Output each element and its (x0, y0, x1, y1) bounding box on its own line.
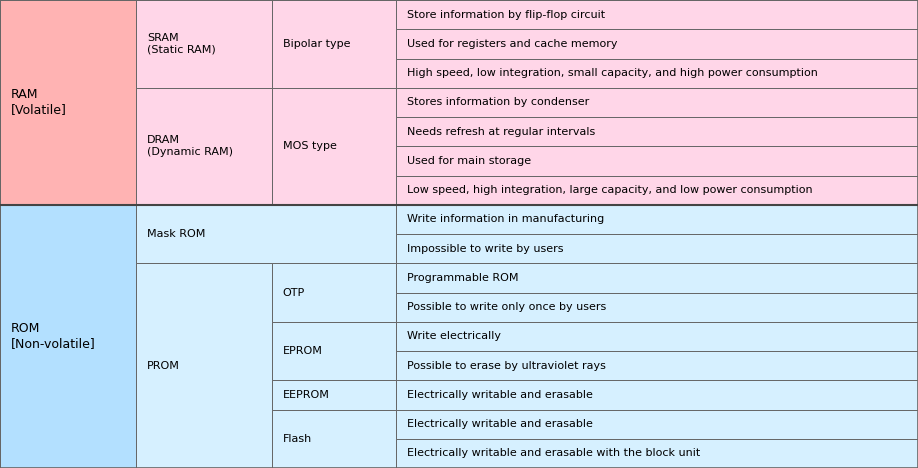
Bar (0, 205, 136, 468)
Bar (396, 351, 918, 380)
Text: Programmable ROM: Programmable ROM (407, 273, 518, 283)
Bar (396, 88, 918, 117)
Bar (272, 263, 396, 322)
Text: Low speed, high integration, large capacity, and low power consumption: Low speed, high integration, large capac… (407, 185, 812, 195)
Text: High speed, low integration, small capacity, and high power consumption: High speed, low integration, small capac… (407, 68, 818, 78)
Text: Flash: Flash (283, 434, 312, 444)
Bar (136, 205, 396, 263)
Bar (396, 380, 918, 410)
Text: OTP: OTP (283, 287, 305, 298)
Bar (396, 29, 918, 58)
Bar (272, 380, 396, 410)
Bar (396, 410, 918, 439)
Bar (396, 439, 918, 468)
Bar (396, 292, 918, 322)
Text: Write electrically: Write electrically (407, 331, 500, 341)
Bar (396, 322, 918, 351)
Text: RAM
[Volatile]: RAM [Volatile] (11, 88, 67, 117)
Text: Possible to write only once by users: Possible to write only once by users (407, 302, 606, 312)
Bar (272, 410, 396, 468)
Bar (136, 0, 272, 88)
Text: Bipolar type: Bipolar type (283, 39, 351, 49)
Text: EPROM: EPROM (283, 346, 322, 356)
Text: Impossible to write by users: Impossible to write by users (407, 244, 563, 254)
Bar (396, 0, 918, 29)
Text: Electrically writable and erasable with the block unit: Electrically writable and erasable with … (407, 448, 700, 458)
Text: Needs refresh at regular intervals: Needs refresh at regular intervals (407, 127, 595, 137)
Text: Used for main storage: Used for main storage (407, 156, 531, 166)
Text: MOS type: MOS type (283, 141, 337, 151)
Bar (396, 117, 918, 146)
Bar (136, 263, 272, 468)
Text: Electrically writable and erasable: Electrically writable and erasable (407, 390, 592, 400)
Bar (396, 263, 918, 292)
Text: Store information by flip-flop circuit: Store information by flip-flop circuit (407, 10, 605, 20)
Bar (396, 58, 918, 88)
Text: Mask ROM: Mask ROM (147, 229, 206, 239)
Text: EEPROM: EEPROM (283, 390, 330, 400)
Bar (396, 176, 918, 205)
Text: Write information in manufacturing: Write information in manufacturing (407, 214, 604, 224)
Bar (396, 146, 918, 176)
Bar (272, 88, 396, 205)
Text: Used for registers and cache memory: Used for registers and cache memory (407, 39, 617, 49)
Text: Electrically writable and erasable: Electrically writable and erasable (407, 419, 592, 429)
Text: Possible to erase by ultraviolet rays: Possible to erase by ultraviolet rays (407, 361, 606, 371)
Text: Stores information by condenser: Stores information by condenser (407, 97, 589, 107)
Bar (136, 88, 272, 205)
Bar (0, 0, 136, 205)
Bar (272, 322, 396, 380)
Text: PROM: PROM (147, 361, 180, 371)
Text: DRAM
(Dynamic RAM): DRAM (Dynamic RAM) (147, 135, 233, 157)
Bar (272, 0, 396, 88)
Bar (396, 205, 918, 234)
Bar (396, 234, 918, 263)
Text: SRAM
(Static RAM): SRAM (Static RAM) (147, 33, 216, 55)
Text: ROM
[Non-volatile]: ROM [Non-volatile] (11, 322, 95, 351)
